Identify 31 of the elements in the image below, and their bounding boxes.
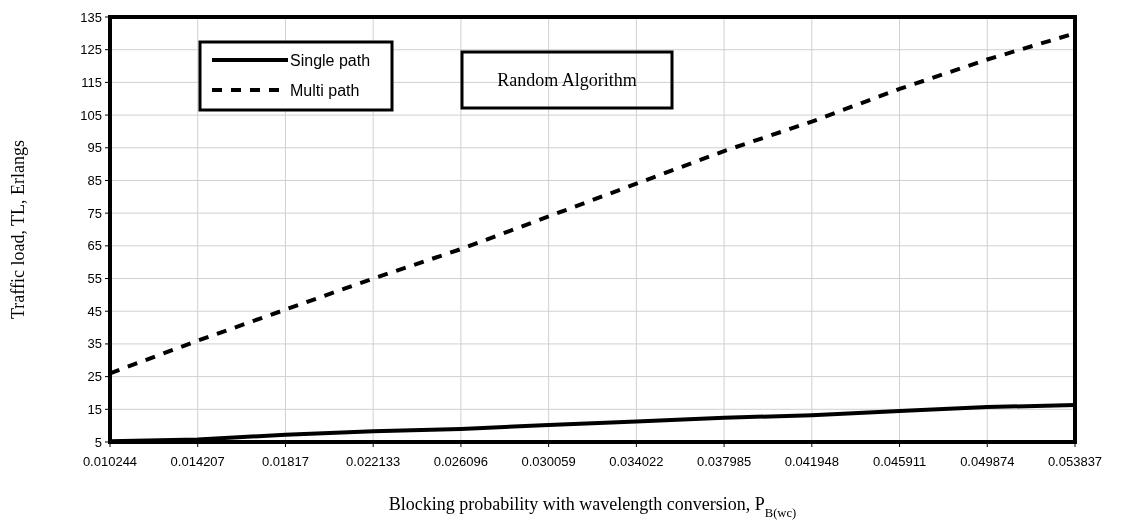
- y-tick-label: 5: [94, 434, 102, 450]
- x-tick-label: 0.01817: [261, 454, 309, 469]
- x-tick-label: 0.037985: [696, 454, 752, 469]
- x-tick-label: 0.010244: [82, 454, 138, 469]
- y-tick-label: 35: [87, 336, 102, 352]
- x-tick-label: 0.034022: [609, 454, 664, 469]
- y-tick-label: 75: [87, 205, 102, 221]
- x-tick-label: 0.022133: [346, 454, 401, 469]
- y-tick-label: 105: [80, 107, 102, 123]
- y-tick-label: 65: [87, 238, 102, 254]
- x-tick-label: 0.014207: [170, 454, 225, 469]
- legend-label: Multi path: [290, 81, 360, 99]
- y-axis-title: Traffic load, TL, Erlangs: [8, 139, 28, 320]
- legend-label: Single path: [290, 51, 371, 69]
- x-tick-label: 0.026096: [433, 454, 489, 469]
- x-tick-label: 0.045911: [872, 454, 927, 469]
- x-tick-label: 0.049874: [960, 454, 1015, 469]
- y-tick-label: 125: [80, 42, 102, 58]
- x-tick-label: 0.053837: [1047, 454, 1103, 469]
- y-tick-label: 45: [87, 303, 102, 319]
- x-tick-label: 0.041948: [784, 454, 839, 469]
- x-axis-title: Blocking probability with wavelength conversion, P$_{B(wc)}$: [388, 494, 797, 520]
- y-tick-label: 55: [87, 271, 102, 287]
- y-tick-label: 95: [87, 140, 102, 156]
- annotation: Random Algorithm: [497, 70, 637, 91]
- y-tick-label: 135: [80, 9, 102, 25]
- y-tick-label: 15: [87, 401, 102, 417]
- y-tick-label: 115: [81, 74, 102, 90]
- y-tick-label: 25: [87, 369, 102, 385]
- x-tick-label: 0.030059: [521, 454, 576, 469]
- y-tick-label: 85: [87, 173, 102, 189]
